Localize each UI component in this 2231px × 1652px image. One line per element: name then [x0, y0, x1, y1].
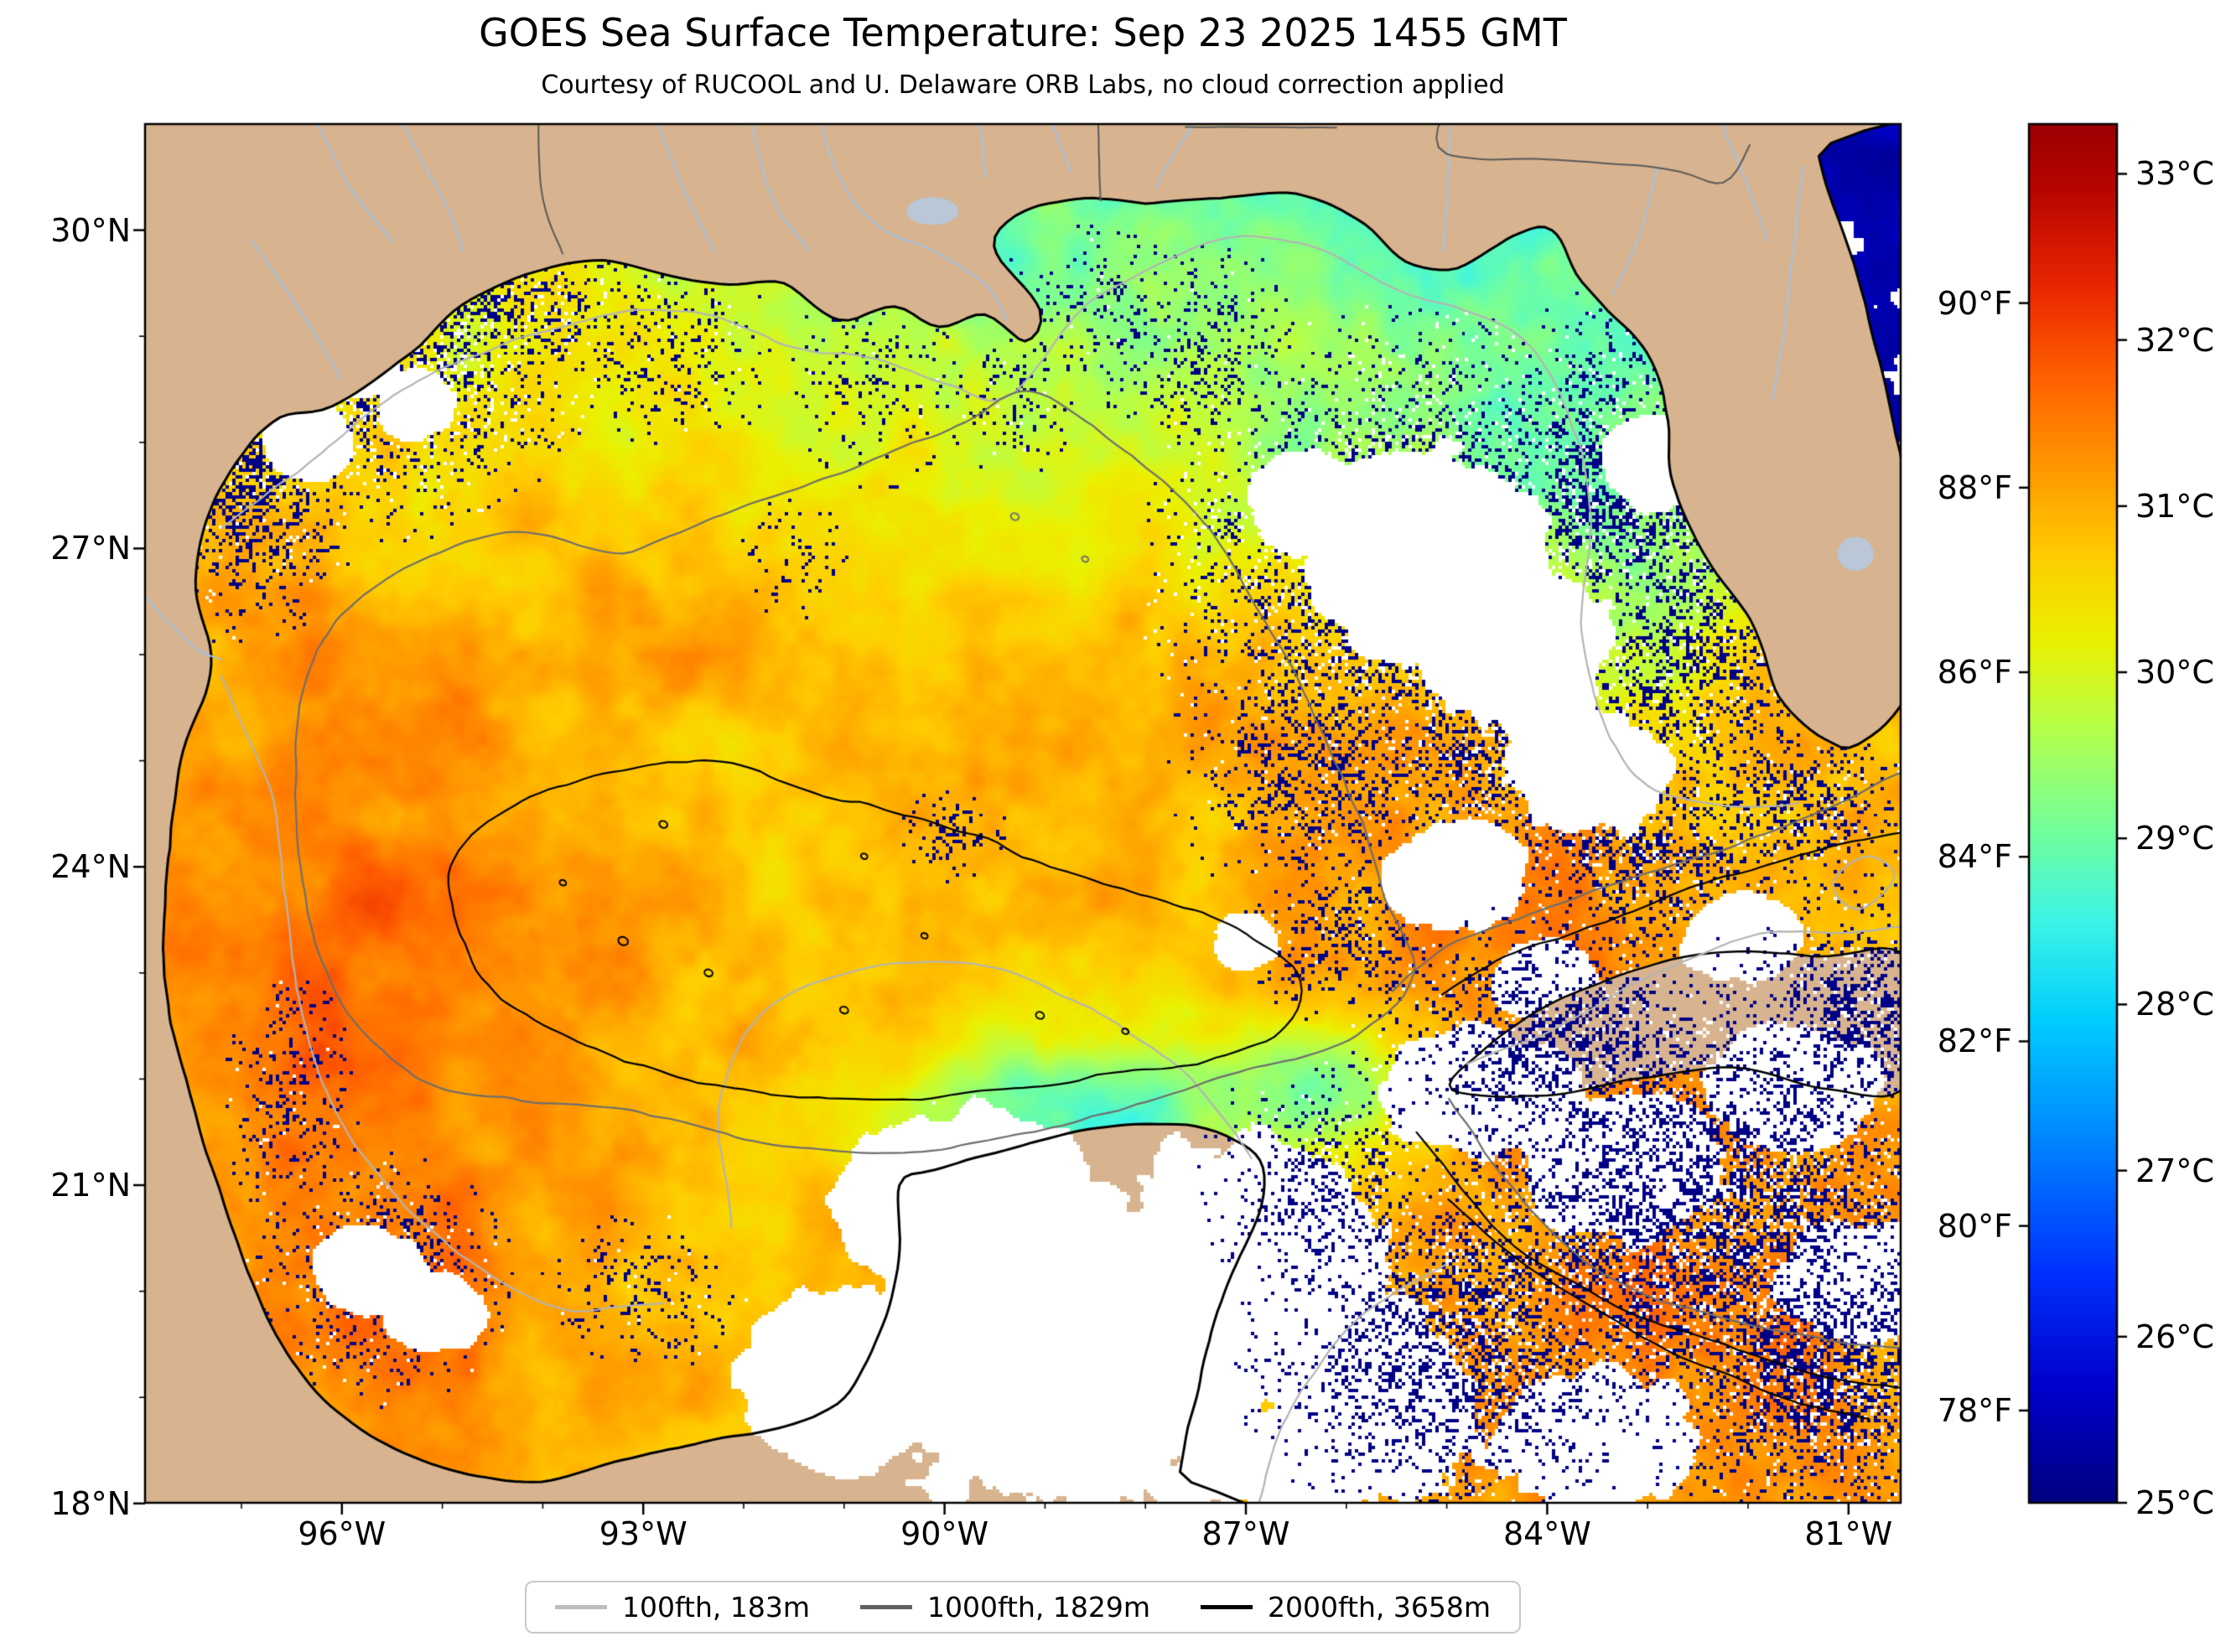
legend: 100fth, 183m 1000fth, 1829m 2000fth, 3658m	[145, 1581, 1901, 1634]
colorbar-celsius-label: 30°C	[2135, 654, 2214, 691]
legend-line-sample	[860, 1605, 913, 1609]
x-axis-tick-label: 87°W	[1201, 1515, 1290, 1552]
legend-line-sample	[1201, 1605, 1253, 1609]
legend-item: 1000fth, 1829m	[860, 1591, 1150, 1624]
legend-item-label: 100fth, 183m	[622, 1591, 811, 1624]
colorbar-celsius-label: 29°C	[2135, 820, 2214, 857]
x-axis-tick-label: 93°W	[599, 1515, 687, 1552]
colorbar-celsius-label: 31°C	[2135, 487, 2214, 525]
colorbar-celsius-label: 28°C	[2135, 986, 2214, 1023]
legend-box: 100fth, 183m 1000fth, 1829m 2000fth, 3658m	[525, 1581, 1521, 1634]
colorbar-celsius-label: 26°C	[2135, 1318, 2214, 1355]
legend-item-label: 1000fth, 1829m	[927, 1591, 1150, 1624]
x-axis-tick-label: 90°W	[900, 1515, 989, 1552]
y-axis-tick-label: 27°N	[50, 530, 131, 567]
x-axis-tick-label: 81°W	[1804, 1515, 1893, 1552]
colorbar-fahrenheit-label: 86°F	[1937, 654, 2012, 691]
legend-item-label: 2000fth, 3658m	[1268, 1591, 1491, 1624]
colorbar-fahrenheit-label: 84°F	[1937, 838, 2012, 876]
colorbar-celsius-label: 27°C	[2135, 1152, 2214, 1189]
figure-subtitle: Courtesy of RUCOOL and U. Delaware ORB L…	[541, 70, 1505, 100]
y-axis-tick-label: 18°N	[50, 1484, 131, 1522]
colorbar-fahrenheit-label: 90°F	[1937, 284, 2012, 322]
colorbar-celsius-label: 25°C	[2135, 1484, 2214, 1521]
colorbar-fahrenheit-label: 78°F	[1937, 1391, 2012, 1429]
figure-title: GOES Sea Surface Temperature: Sep 23 202…	[479, 10, 1567, 55]
y-axis-tick-label: 30°N	[50, 211, 131, 249]
colorbar-celsius-label: 32°C	[2135, 321, 2214, 359]
y-axis-tick-label: 21°N	[50, 1167, 131, 1204]
x-axis-tick-label: 84°W	[1502, 1515, 1591, 1552]
colorbar-fahrenheit-label: 82°F	[1937, 1023, 2012, 1060]
legend-item: 2000fth, 3658m	[1201, 1591, 1491, 1624]
y-axis-tick-label: 24°N	[50, 848, 131, 886]
legend-item: 100fth, 183m	[555, 1591, 810, 1624]
legend-line-sample	[555, 1605, 608, 1609]
colorbar-fahrenheit-label: 88°F	[1937, 469, 2012, 506]
colorbar-celsius-label: 33°C	[2135, 155, 2214, 193]
x-axis-tick-label: 96°W	[298, 1515, 387, 1552]
colorbar-fahrenheit-label: 80°F	[1937, 1207, 2012, 1245]
